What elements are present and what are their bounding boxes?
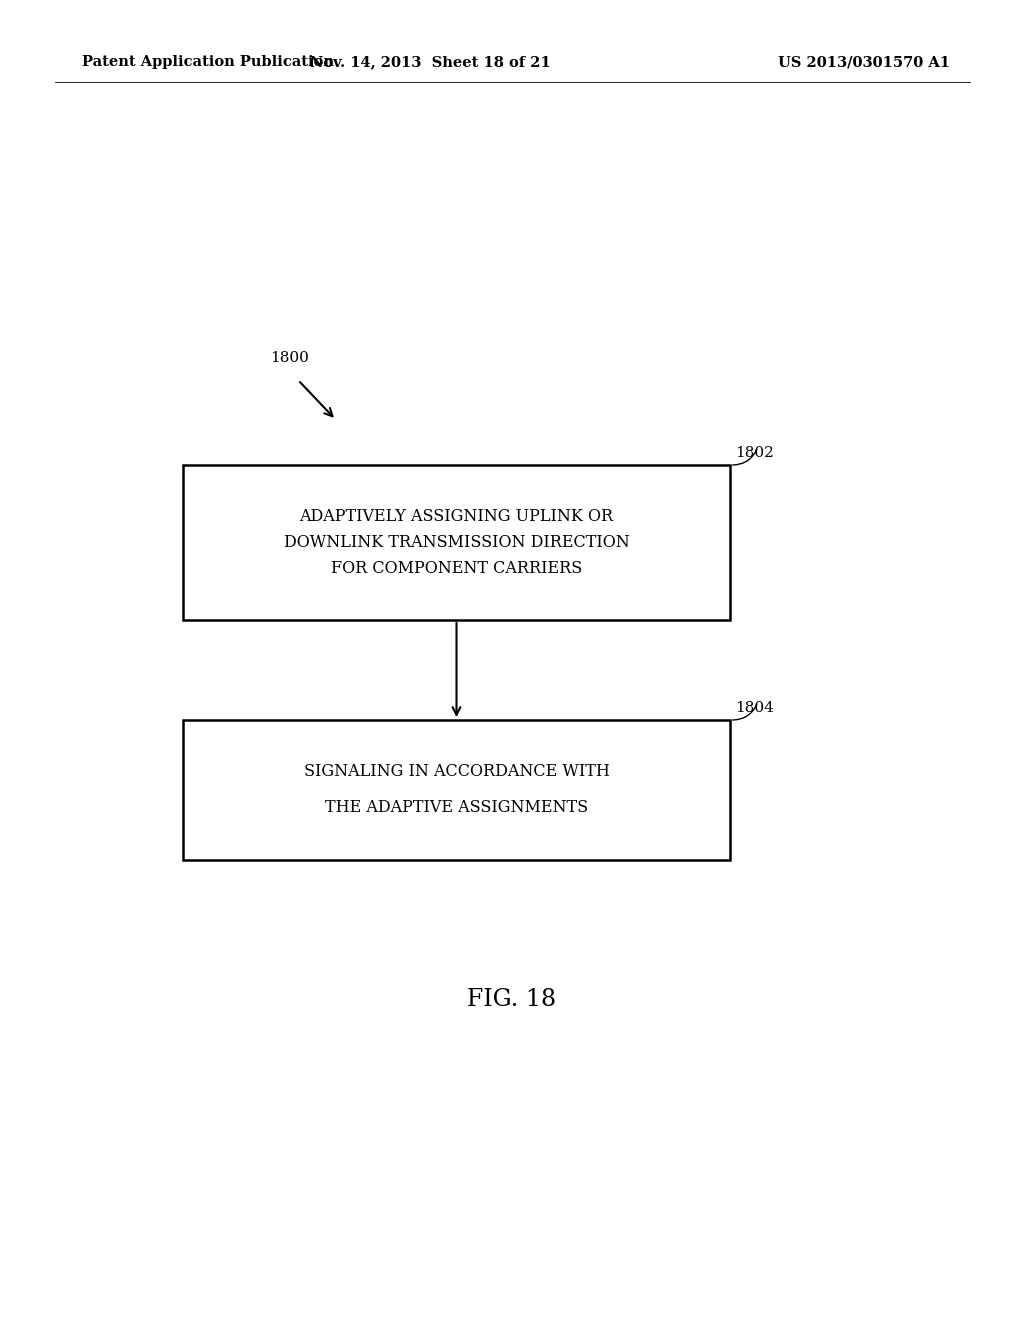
- Bar: [183, 719, 730, 861]
- Text: US 2013/0301570 A1: US 2013/0301570 A1: [778, 55, 950, 69]
- Text: DOWNLINK TRANSMISSION DIRECTION: DOWNLINK TRANSMISSION DIRECTION: [284, 535, 630, 550]
- Text: 1804: 1804: [735, 701, 774, 715]
- Text: ADAPTIVELY ASSIGNING UPLINK OR: ADAPTIVELY ASSIGNING UPLINK OR: [299, 508, 613, 525]
- Text: Patent Application Publication: Patent Application Publication: [82, 55, 334, 69]
- Text: Nov. 14, 2013  Sheet 18 of 21: Nov. 14, 2013 Sheet 18 of 21: [309, 55, 550, 69]
- Bar: [183, 465, 730, 620]
- Text: FIG. 18: FIG. 18: [467, 989, 557, 1011]
- Text: 1802: 1802: [735, 446, 774, 459]
- Text: THE ADAPTIVE ASSIGNMENTS: THE ADAPTIVE ASSIGNMENTS: [325, 800, 588, 817]
- Text: 1800: 1800: [270, 351, 309, 366]
- Text: FOR COMPONENT CARRIERS: FOR COMPONENT CARRIERS: [331, 560, 582, 577]
- Text: SIGNALING IN ACCORDANCE WITH: SIGNALING IN ACCORDANCE WITH: [303, 763, 609, 780]
